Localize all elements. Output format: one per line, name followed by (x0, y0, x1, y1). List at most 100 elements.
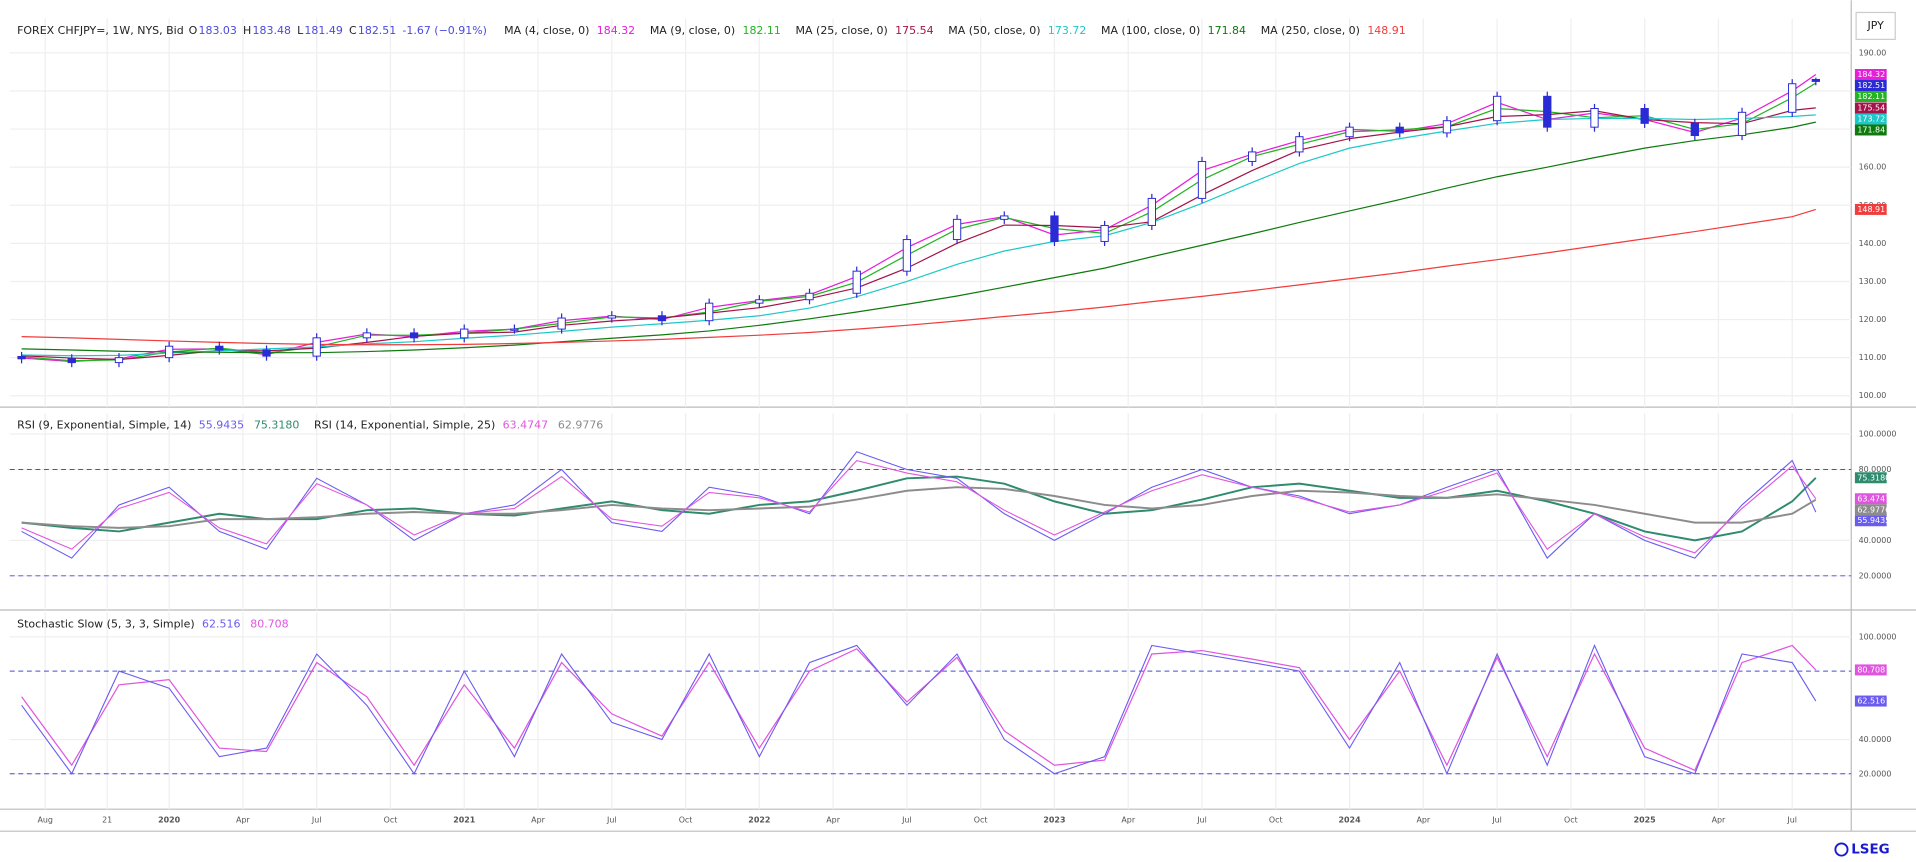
candle-body (1543, 95, 1552, 128)
candle-body (164, 345, 174, 359)
legend-value: 62.9776 (558, 419, 603, 432)
ma-line (21, 121, 1816, 354)
brand-name: LSEG (1851, 843, 1889, 858)
x-tick-label: Apr (1121, 816, 1135, 825)
y-tick-label: 20.0000 (1859, 769, 1892, 778)
y-tick-label: 160.00 (1859, 163, 1887, 172)
panel: 20.0000 40.0000 100.0000 (9, 632, 1896, 778)
x-tick-label: 2022 (748, 816, 770, 825)
y-tick-label: 40.0000 (1859, 735, 1892, 744)
readout-label: L (297, 24, 304, 37)
indicator-line (21, 644, 1817, 776)
value-tag (1854, 124, 1887, 136)
y-tick-label: 80.0000 (1859, 465, 1892, 474)
value-tag-label: 63.4747 (1857, 494, 1890, 503)
candle-body (1295, 136, 1304, 153)
y-tick-label: 100.0000 (1859, 430, 1897, 439)
candle-body (1811, 78, 1820, 82)
candle-body (460, 328, 469, 339)
value-tag-label: 55.9435 (1857, 516, 1890, 525)
panel: 100.00110.00120.00130.00140.00150.00160.… (9, 48, 1887, 400)
y-tick-label: 190.00 (1859, 48, 1887, 57)
candle-body (1000, 215, 1009, 220)
brand-logo: LSEG (1834, 842, 1890, 858)
candle-body (952, 218, 962, 241)
chart-title: FOREX CHFJPY=, 1W, NYS, Bid (17, 24, 184, 37)
x-tick-label: Oct (974, 816, 988, 825)
y-tick-label: 120.00 (1859, 315, 1887, 324)
legend-name: MA (100, close, 0) (1101, 24, 1200, 37)
legend-name: RSI (14, Exponential, Simple, 25) (314, 419, 495, 432)
legend-value: 62.516 (202, 618, 240, 631)
candle-body (215, 345, 224, 351)
value-tag-label: 80.708 (1857, 665, 1885, 674)
value-tag-label: 182.11 (1857, 92, 1885, 101)
x-tick-label: Jul (901, 816, 912, 825)
candle-body (1442, 120, 1452, 134)
candle-body (902, 239, 912, 272)
candle-body (1345, 126, 1354, 138)
candle-body (852, 270, 861, 294)
x-tick-label: Apr (826, 816, 840, 825)
x-tick-label: 2024 (1339, 816, 1362, 825)
x-tick-label: Jul (606, 816, 617, 825)
legend-value: 171.84 (1208, 24, 1246, 37)
value-tag-label: 171.84 (1857, 125, 1885, 134)
readout-label: H (243, 24, 251, 37)
x-tick-label: Oct (679, 816, 693, 825)
legend-name: RSI (9, Exponential, Simple, 14) (17, 419, 191, 432)
candle-body (17, 356, 26, 360)
value-tag (1854, 493, 1887, 505)
x-tick-label: Jul (311, 816, 322, 825)
x-tick-label: Jul (1786, 816, 1797, 825)
legend-name: MA (50, close, 0) (948, 24, 1040, 37)
legend-value: 63.4747 (503, 419, 548, 432)
y-tick-label: 130.00 (1859, 277, 1887, 286)
indicator-line (21, 459, 1817, 554)
x-tick-label: Oct (1564, 816, 1578, 825)
x-tick-label: 21 (102, 816, 112, 825)
value-tag (1854, 472, 1887, 484)
legend-name: MA (25, close, 0) (796, 24, 888, 37)
candle-body (805, 292, 814, 301)
x-tick-label: 2023 (1043, 816, 1065, 825)
candle-body (1395, 126, 1404, 134)
candle-body (409, 332, 419, 339)
legend-value: 148.91 (1367, 24, 1405, 37)
value-tag-label: 75.3180 (1857, 473, 1890, 482)
readout-value: 181.49 (304, 24, 342, 37)
candle-body (1737, 111, 1747, 137)
candle-body (312, 337, 321, 357)
ma-line (21, 208, 1816, 346)
legend-value: 55.9435 (199, 419, 244, 432)
y-tick-label: 40.0000 (1859, 536, 1892, 545)
value-tag (1854, 515, 1887, 527)
legend-value: 182.11 (742, 24, 780, 37)
x-tick-label: Apr (1712, 816, 1726, 825)
candle-body (362, 332, 372, 339)
legend-value: 75.3180 (254, 419, 299, 432)
readout-value: 183.03 (198, 24, 236, 37)
ma-line (21, 74, 1817, 363)
x-tick-label: 2021 (453, 816, 475, 825)
y-tick-label: 20.0000 (1859, 571, 1892, 580)
x-tick-label: 2025 (1634, 816, 1656, 825)
x-tick-label: Oct (1269, 816, 1283, 825)
indicator-line (21, 451, 1817, 559)
panel: 20.0000 40.0000 80.0000 100.0000 (9, 430, 1897, 580)
x-tick-label: Aug (37, 816, 52, 825)
x-tick-label: Oct (384, 816, 398, 825)
candle-body (607, 315, 616, 319)
legend-name: MA (250, close, 0) (1261, 24, 1360, 37)
candle-body (262, 349, 271, 357)
candle-body (755, 299, 764, 304)
legend-name: MA (4, close, 0) (504, 24, 589, 37)
x-tick-label: Jul (1196, 816, 1207, 825)
value-tag (1854, 102, 1887, 114)
readout-value: 183.48 (253, 24, 291, 37)
y-tick-label: 100.00 (1859, 391, 1887, 400)
unit-label: JPY (1867, 19, 1885, 32)
x-tick-label: Apr (236, 816, 250, 825)
